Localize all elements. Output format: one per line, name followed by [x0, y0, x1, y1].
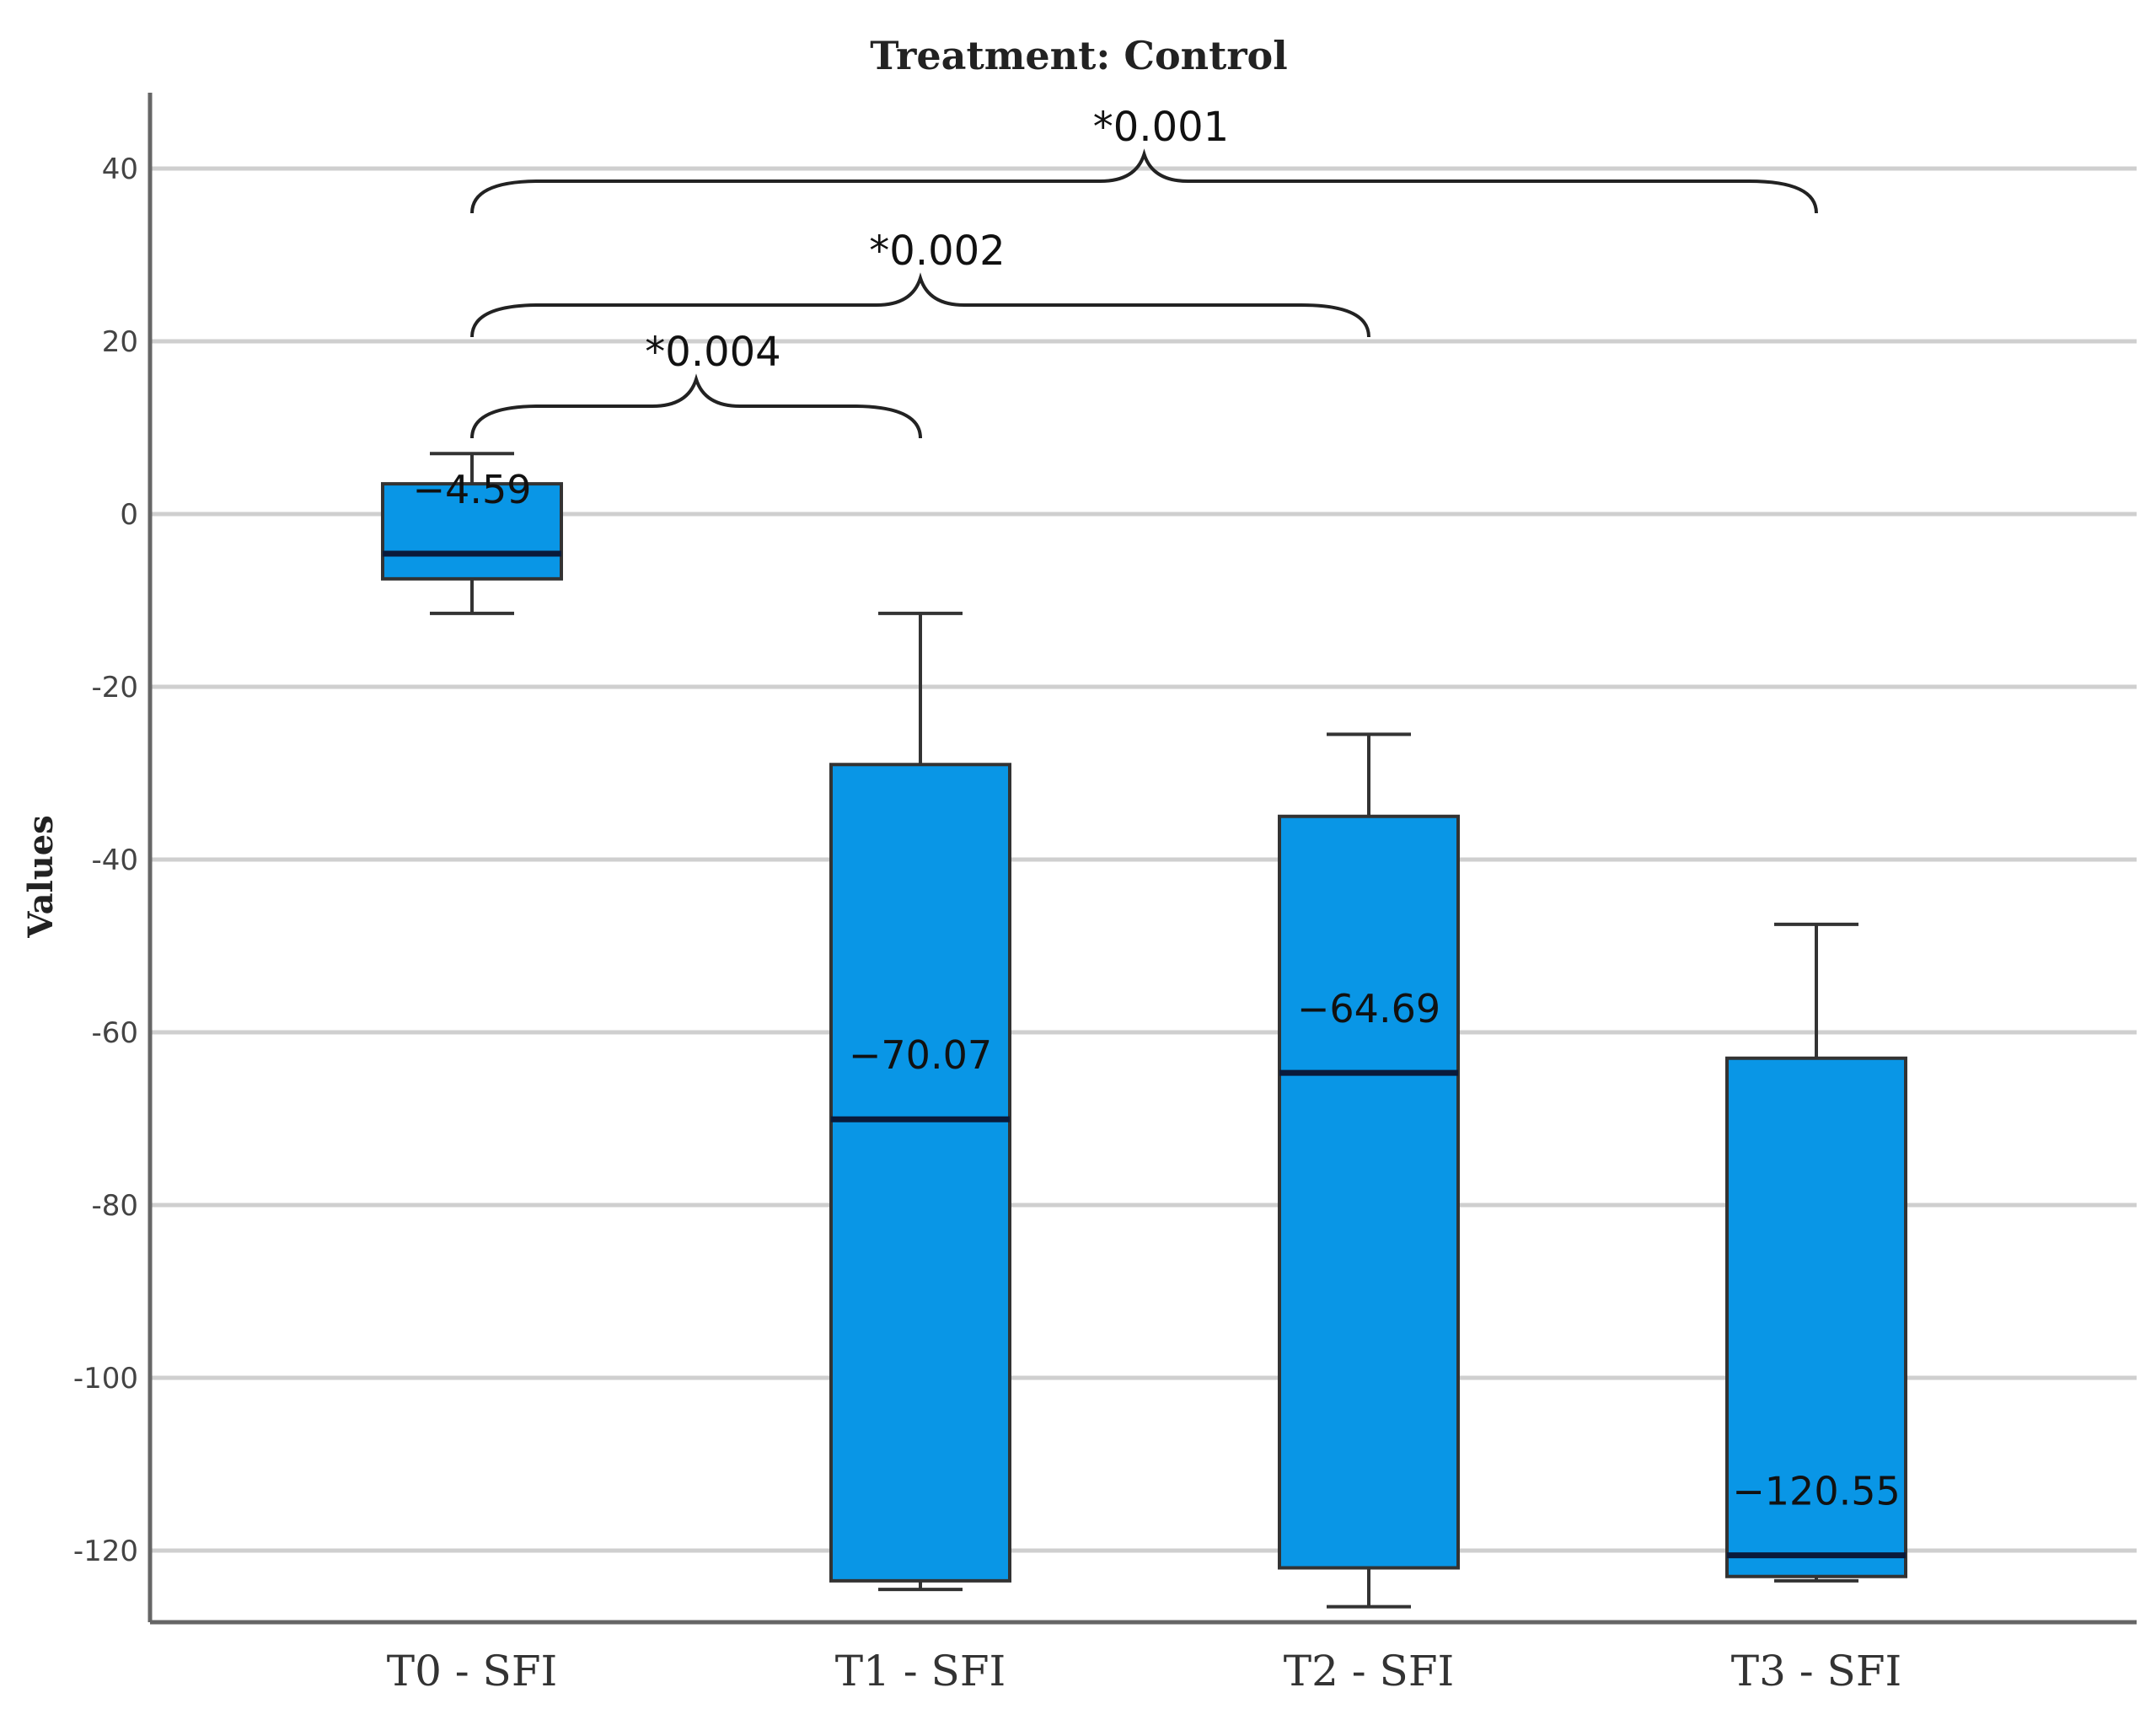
box-group: −120.55	[1725, 922, 1907, 1583]
chart-title: Treatment: Control	[870, 33, 1287, 78]
significance-brace	[470, 272, 1370, 338]
y-tick-label: 40	[102, 153, 138, 186]
box-group: −4.59	[381, 452, 563, 615]
y-tick-label: -80	[91, 1189, 138, 1223]
box-iqr	[1725, 1056, 1907, 1578]
x-tick-label: T2 - SFI	[1284, 1647, 1455, 1696]
median-label: −4.59	[413, 467, 532, 512]
box-iqr	[829, 763, 1011, 1583]
y-tick-label: -40	[91, 844, 138, 877]
significance-brace	[470, 148, 1818, 214]
significance-annotations: *0.004 *0.002 *0.001	[470, 104, 1818, 439]
box-group: −70.07	[829, 611, 1011, 1592]
median-label: −64.69	[1297, 986, 1440, 1031]
x-axis-ticks: T0 - SFI T1 - SFI T2 - SFI T3 - SFI	[387, 1647, 1902, 1696]
median-label: −120.55	[1732, 1469, 1901, 1514]
y-tick-label: 0	[120, 498, 138, 532]
median-label: −70.07	[849, 1032, 992, 1078]
y-tick-label: 20	[102, 325, 138, 359]
box-iqr	[1278, 814, 1460, 1570]
box-iqr	[381, 482, 563, 581]
x-tick-label: T0 - SFI	[387, 1647, 558, 1696]
y-axis-ticks: 40 20 0 -20 -40 -60 -80 -100 -120	[73, 153, 138, 1568]
x-tick-label: T3 - SFI	[1731, 1647, 1902, 1696]
y-axis-label: Values	[21, 815, 61, 939]
box-group: −64.69	[1278, 732, 1460, 1609]
y-tick-label: -20	[91, 671, 138, 704]
p-value-label: *0.004	[645, 329, 780, 376]
p-value-label: *0.001	[1093, 104, 1229, 151]
boxes: −4.59 −70.07 −64.69 −120.55	[381, 452, 1907, 1609]
y-tick-label: -100	[73, 1362, 138, 1396]
x-tick-label: T1 - SFI	[835, 1647, 1006, 1696]
significance-brace	[470, 373, 922, 439]
y-tick-label: -60	[91, 1016, 138, 1050]
y-tick-label: -120	[73, 1535, 138, 1568]
p-value-label: *0.002	[869, 228, 1005, 275]
